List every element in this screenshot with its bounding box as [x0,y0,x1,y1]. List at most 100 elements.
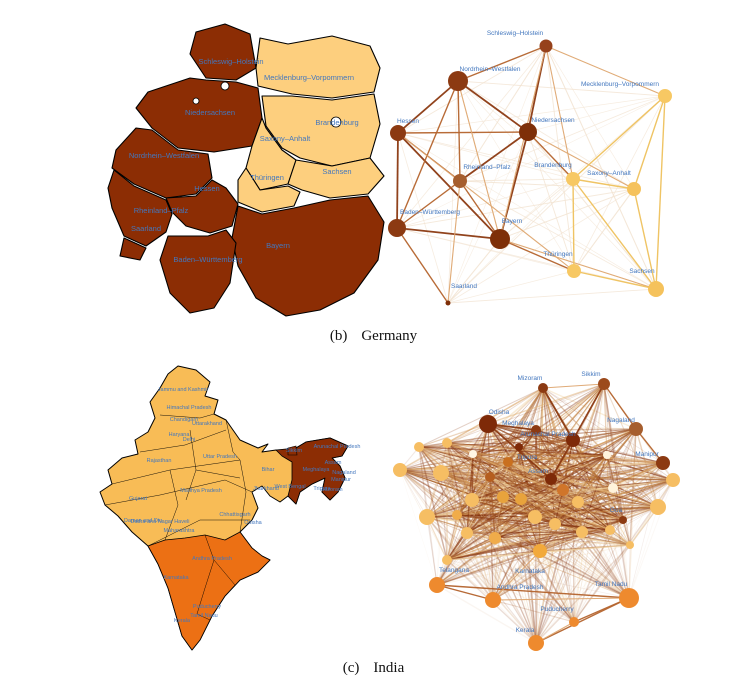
network-label-hessen: Hessen [397,118,419,125]
network-edge-sikkim-nagaland [603,383,637,430]
network-node-node [603,451,611,459]
india-state-border-10 [196,534,215,615]
network-label-bayern: Bayern [502,218,523,225]
network-edge [572,439,614,489]
network-edge [489,476,522,500]
network-edge [572,439,664,464]
map-label-odisha: Odisha [244,520,262,526]
network-edge [397,132,574,180]
network-edge [492,599,537,644]
network-edge [446,559,575,623]
network-node-mizoram [538,383,548,393]
network-node-puducherry [569,617,579,627]
network-edge-brandenburg-sachsen [572,178,657,290]
india-state-border-0 [159,413,215,419]
caption-india-title: India [373,660,405,676]
network-edge [418,446,564,491]
network-edge [446,442,579,503]
network-edge [577,501,631,546]
network-edge [472,453,522,500]
network-edge [542,387,664,464]
network-edge [447,270,575,304]
network-edge [606,454,674,481]
map-label-rajasthan: Rajasthan [147,458,172,464]
network-edge [466,532,541,552]
network-edge [606,454,614,489]
map-label-uttarakhand: Uttarakhand [192,421,222,427]
network-edge [466,532,575,623]
network-node-saarland [445,300,451,306]
network-edge [535,478,552,644]
network-edge [534,506,659,518]
map-label-jharkhand: Jharkhand [253,486,279,492]
network-edge [446,442,509,463]
network-edge [554,506,659,525]
network-edge [487,383,605,425]
map-region-mecklenburg-vorpommern [255,35,381,99]
network-edge [520,498,611,531]
network-edge [535,487,614,644]
network-edge [534,454,608,518]
network-edge [418,446,496,539]
network-label-karnataka: Karnataka [515,568,545,575]
network-edge [466,523,556,534]
network-node-goa [619,516,627,524]
network-edge [446,383,605,444]
network-label-baden-w-rttemberg: Baden–Württemberg [400,209,460,216]
caption-germany-marker: (b) [329,328,348,344]
network-edge [456,514,496,539]
map-region-sikkim [287,445,298,456]
network-node-node [469,450,477,458]
network-edge [418,446,504,498]
network-edge [426,476,491,518]
network-edge [418,446,579,503]
network-node-meghalaya [531,425,541,435]
network-edge [489,476,496,539]
map-label-andhra-pradesh: Andhra Pradesh [192,556,232,562]
network-edge [535,429,624,521]
network-edge [562,489,611,531]
caption-india-marker: (c) [342,660,360,676]
network-edge [573,95,666,272]
network-label-tamil-nadu: Tamil Nadu [595,581,628,588]
network-edge [459,180,635,190]
network-edge [518,439,574,448]
network-edge [494,479,674,539]
network-edge [492,599,575,623]
network-edge [545,45,575,272]
network-edge [502,496,631,546]
network-edge [456,489,564,516]
network-edge [466,454,608,534]
map-label-gujarat: Gujarat [129,496,148,502]
network-edge [446,442,494,601]
network-edge [399,429,537,471]
network-edge [573,501,579,623]
network-edge [612,487,659,508]
network-edge [399,453,474,471]
network-label-rheinland-pfalz: Rheinland–Pfalz [463,164,510,171]
network-node-node [452,510,462,520]
map-label-bayern: Bayern [266,241,290,250]
network-edge-nordrhein-westfalen-niedersachsen [457,80,529,133]
network-edge-nordrhein-westfalen-baden-w-rttemberg [396,80,459,229]
map-label-himachal-pradesh: Himachal Pradesh [167,405,212,411]
network-edge [507,461,611,531]
network-edge [489,476,611,531]
network-node-nagaland [629,422,643,436]
network-edge [446,442,473,501]
network-edge [399,469,631,546]
map-label-niedersachsen: Niedersachsen [185,108,235,117]
network-edge-mecklenburg-vorpommern-brandenburg [572,95,666,180]
india-state-border-9 [164,469,179,541]
network-edge [397,132,657,290]
network-node-kerala [528,635,544,651]
network-edge [418,446,448,561]
network-edge [418,383,605,448]
network-edge-mizoram-arunachal-pradesh [542,387,574,441]
network-node-odisha [479,415,497,433]
network-edge [399,469,438,586]
network-node-node [503,457,513,467]
network-edge [466,476,491,534]
map-label-tripura: Tripura [313,486,331,492]
india-network: Mizoram Sikkim Odisha Meghalaya Arunachal Pr… [393,371,680,651]
